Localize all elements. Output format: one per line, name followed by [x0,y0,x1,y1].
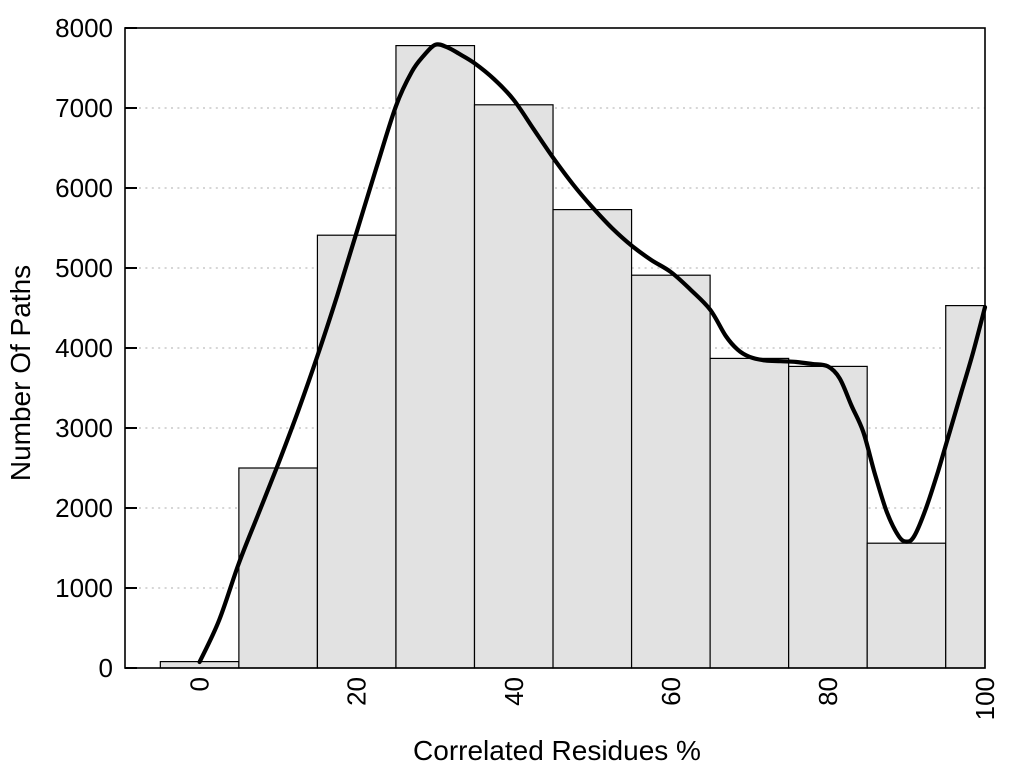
x-axis-title: Correlated Residues % [413,735,701,766]
histogram-bar [473,104,554,669]
histogram-bar [395,44,476,669]
x-tick-label: 20 [342,677,372,706]
histogram-bar [630,274,711,669]
x-tick-labels: 0 20 40 60 80 100 [185,677,1000,720]
y-tick-label: 1000 [55,573,113,603]
x-tick-label: 40 [499,677,529,706]
y-tick-label: 7000 [55,93,113,123]
histogram-bar [866,542,947,669]
y-tick-label: 6000 [55,173,113,203]
y-tick-label: 3000 [55,413,113,443]
histogram-bar [238,467,319,669]
histogram-bar [316,234,397,669]
x-tick-label: 60 [656,677,686,706]
histogram-bar [552,209,633,669]
y-tick-labels: 0 1000 2000 3000 4000 5000 6000 7000 8000 [55,13,113,683]
y-tick-label: 0 [99,653,113,683]
y-axis-ticks [125,27,137,669]
y-axis-title: Number Of Paths [5,265,36,481]
y-tick-label: 8000 [55,13,113,43]
density-curve [197,42,988,665]
x-tick-label: 80 [813,677,843,706]
histogram-bar [945,305,986,669]
x-tick-label: 0 [185,677,215,691]
x-tick-label: 100 [970,677,1000,720]
plot-border [124,27,986,669]
histogram-bars [159,44,986,669]
histogram-bar [709,357,790,669]
y-tick-label: 4000 [55,333,113,363]
y-tick-label: 2000 [55,493,113,523]
y-tick-label: 5000 [55,253,113,283]
